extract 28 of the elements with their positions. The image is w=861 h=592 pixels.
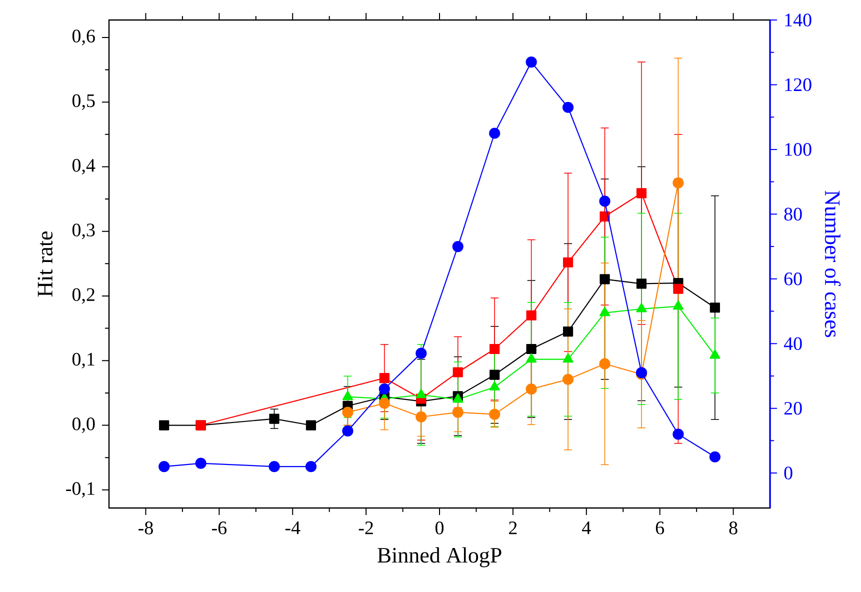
y2-tick-label: 80 [784,208,802,221]
y-tick-label: 0,3 [72,224,95,240]
y-tick-label: -0,1 [66,482,94,498]
x-axis-title: Binned AlogP [378,547,502,568]
x-tick-label: -8 [138,522,153,534]
x-tick-label: -6 [212,522,227,534]
y2-tick-label: 0 [784,466,792,480]
x-tick-label: 0 [435,522,444,534]
y2-tick-label: 60 [784,272,802,286]
x-tick-label: 4 [582,522,591,534]
x-tick-label: 8 [729,522,738,534]
y2-axis-title: Number of cases [824,190,841,338]
y-tick-label: 0,4 [72,158,96,174]
y-tick-label: 0,0 [72,417,95,434]
x-tick-label: -4 [285,522,300,534]
x-tick-label: 2 [509,522,517,534]
x-tick-label: 6 [656,522,664,534]
y2-tick-label: 20 [784,402,802,415]
y2-tick-label: 100 [785,143,812,156]
y-tick-label: 0,6 [72,30,95,46]
y2-tick-label: 120 [785,78,812,92]
y-tick-label: 0,1 [72,352,94,368]
y-tick-label: 0,2 [72,288,94,304]
y-tick-label: 0,5 [72,94,95,110]
y2-tick-label: 140 [785,14,812,26]
y2-tick-label: 40 [784,337,802,350]
x-tick-label: -2 [358,522,373,534]
y-axis-title: Hit rate [38,231,53,297]
